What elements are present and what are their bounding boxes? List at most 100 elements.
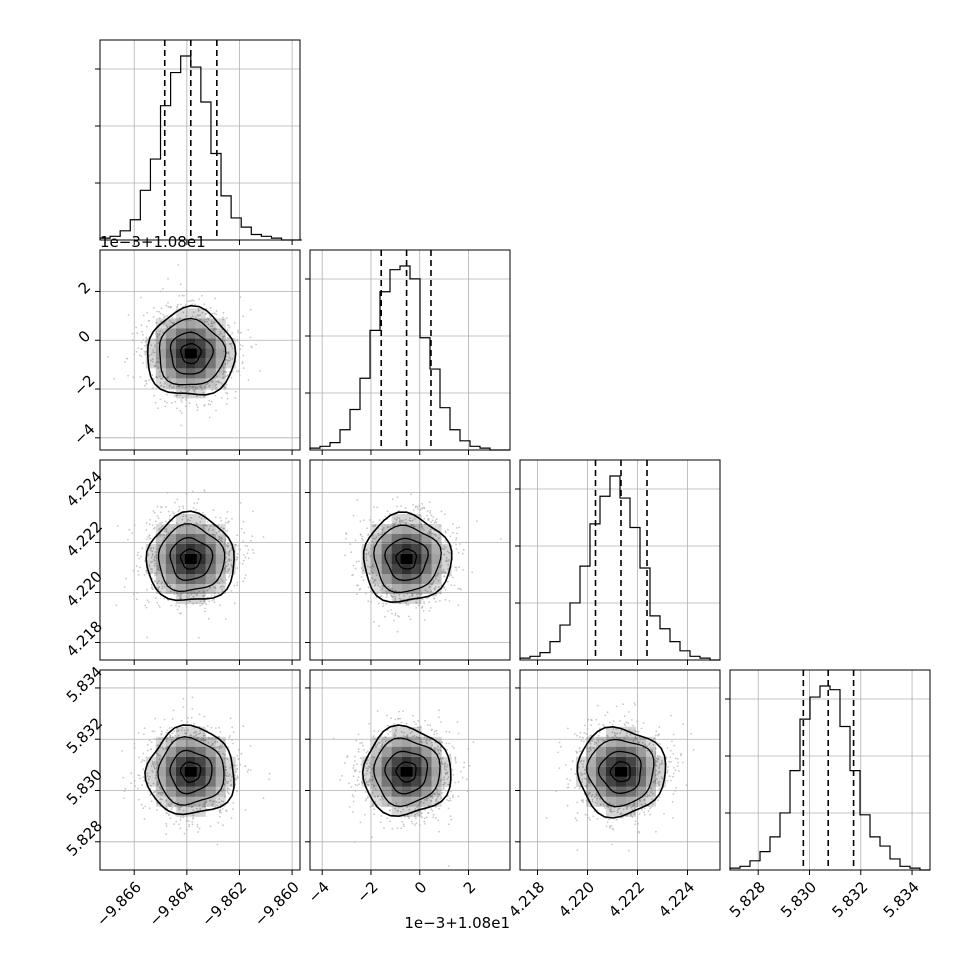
sample-point bbox=[592, 737, 594, 740]
sample-point bbox=[408, 815, 410, 818]
sample-point bbox=[370, 590, 372, 593]
sample-point bbox=[200, 386, 203, 389]
sample-point bbox=[230, 559, 233, 562]
scatter-panel-4-1 bbox=[95, 669, 301, 875]
sample-point bbox=[385, 596, 388, 598]
sample-point bbox=[421, 527, 424, 530]
density-cell bbox=[185, 328, 196, 339]
density-cell bbox=[185, 524, 196, 534]
sample-point bbox=[368, 542, 371, 544]
sample-point bbox=[580, 740, 583, 742]
sample-point bbox=[429, 510, 432, 512]
sample-point bbox=[432, 581, 435, 583]
sample-point bbox=[362, 519, 365, 521]
density-cell bbox=[185, 796, 196, 807]
sample-point bbox=[379, 585, 382, 588]
density-cell bbox=[431, 786, 442, 797]
sample-point bbox=[616, 811, 619, 814]
sample-point bbox=[420, 801, 422, 803]
density-cell bbox=[391, 726, 402, 737]
sample-point bbox=[159, 375, 161, 377]
sample-point bbox=[621, 816, 624, 819]
sample-point bbox=[173, 387, 175, 390]
sample-point bbox=[576, 849, 579, 852]
sample-point bbox=[416, 506, 419, 508]
sample-point bbox=[394, 612, 397, 615]
sample-point bbox=[212, 742, 215, 745]
sample-point bbox=[151, 554, 154, 557]
sample-point bbox=[566, 777, 568, 780]
sample-point bbox=[154, 572, 157, 575]
sample-point bbox=[211, 322, 214, 325]
density-cell bbox=[165, 574, 176, 584]
sample-point bbox=[144, 604, 147, 607]
density-cell bbox=[205, 328, 216, 339]
sample-point bbox=[231, 564, 234, 567]
density-cell bbox=[606, 736, 616, 747]
sample-point bbox=[182, 515, 185, 518]
sample-point bbox=[345, 532, 347, 534]
y-offset-label: 1e−3+1.08e1 bbox=[100, 233, 206, 251]
sample-point bbox=[580, 750, 582, 753]
sample-point bbox=[225, 517, 228, 520]
sample-point bbox=[156, 515, 159, 517]
sample-point bbox=[365, 751, 368, 754]
sample-point bbox=[654, 782, 657, 785]
sample-point bbox=[458, 526, 461, 529]
sample-point bbox=[174, 394, 177, 397]
sample-point bbox=[432, 532, 434, 535]
sample-point bbox=[389, 526, 391, 528]
sample-point bbox=[356, 584, 358, 587]
sample-point bbox=[130, 772, 133, 775]
sample-point bbox=[380, 594, 383, 597]
sample-point bbox=[179, 317, 181, 319]
sample-point bbox=[162, 533, 164, 536]
density-cell bbox=[155, 766, 166, 777]
sample-point bbox=[659, 755, 662, 758]
sample-point bbox=[676, 757, 679, 760]
density-cell bbox=[441, 776, 452, 787]
density-cell bbox=[195, 726, 206, 737]
sample-point bbox=[435, 518, 438, 521]
sample-point bbox=[219, 370, 221, 373]
density-cell bbox=[391, 736, 402, 747]
sample-point bbox=[141, 330, 143, 333]
sample-point bbox=[158, 586, 161, 588]
sample-point bbox=[352, 767, 355, 769]
density-cell bbox=[421, 574, 432, 584]
sample-point bbox=[241, 563, 244, 565]
sample-point bbox=[434, 595, 437, 597]
sample-point bbox=[226, 392, 229, 395]
sample-point bbox=[163, 718, 166, 721]
density-cell bbox=[215, 786, 226, 797]
sample-point bbox=[136, 592, 139, 594]
sample-point bbox=[448, 731, 451, 734]
sample-point bbox=[398, 510, 400, 512]
sample-point bbox=[586, 748, 589, 751]
sample-point bbox=[170, 402, 173, 404]
sample-point bbox=[421, 741, 423, 744]
sample-point bbox=[203, 803, 205, 806]
density-cell bbox=[165, 358, 176, 369]
sample-point bbox=[156, 752, 159, 755]
sample-point bbox=[231, 347, 234, 350]
sample-point bbox=[365, 554, 368, 556]
sample-point bbox=[640, 803, 643, 806]
sample-point bbox=[218, 747, 221, 750]
sample-point bbox=[191, 490, 194, 493]
sample-point bbox=[222, 371, 225, 374]
sample-point bbox=[166, 393, 168, 396]
sample-point bbox=[385, 602, 388, 605]
sample-point bbox=[158, 534, 161, 537]
sample-point bbox=[163, 530, 166, 533]
sample-point bbox=[365, 780, 368, 783]
density-cell bbox=[155, 584, 166, 594]
sample-point bbox=[658, 764, 661, 767]
sample-point bbox=[170, 803, 172, 806]
sample-point bbox=[440, 779, 443, 781]
sample-point bbox=[188, 385, 191, 388]
sample-point bbox=[197, 737, 199, 739]
sample-point bbox=[160, 320, 162, 323]
density-cell bbox=[381, 786, 392, 797]
density-cell bbox=[656, 756, 666, 767]
